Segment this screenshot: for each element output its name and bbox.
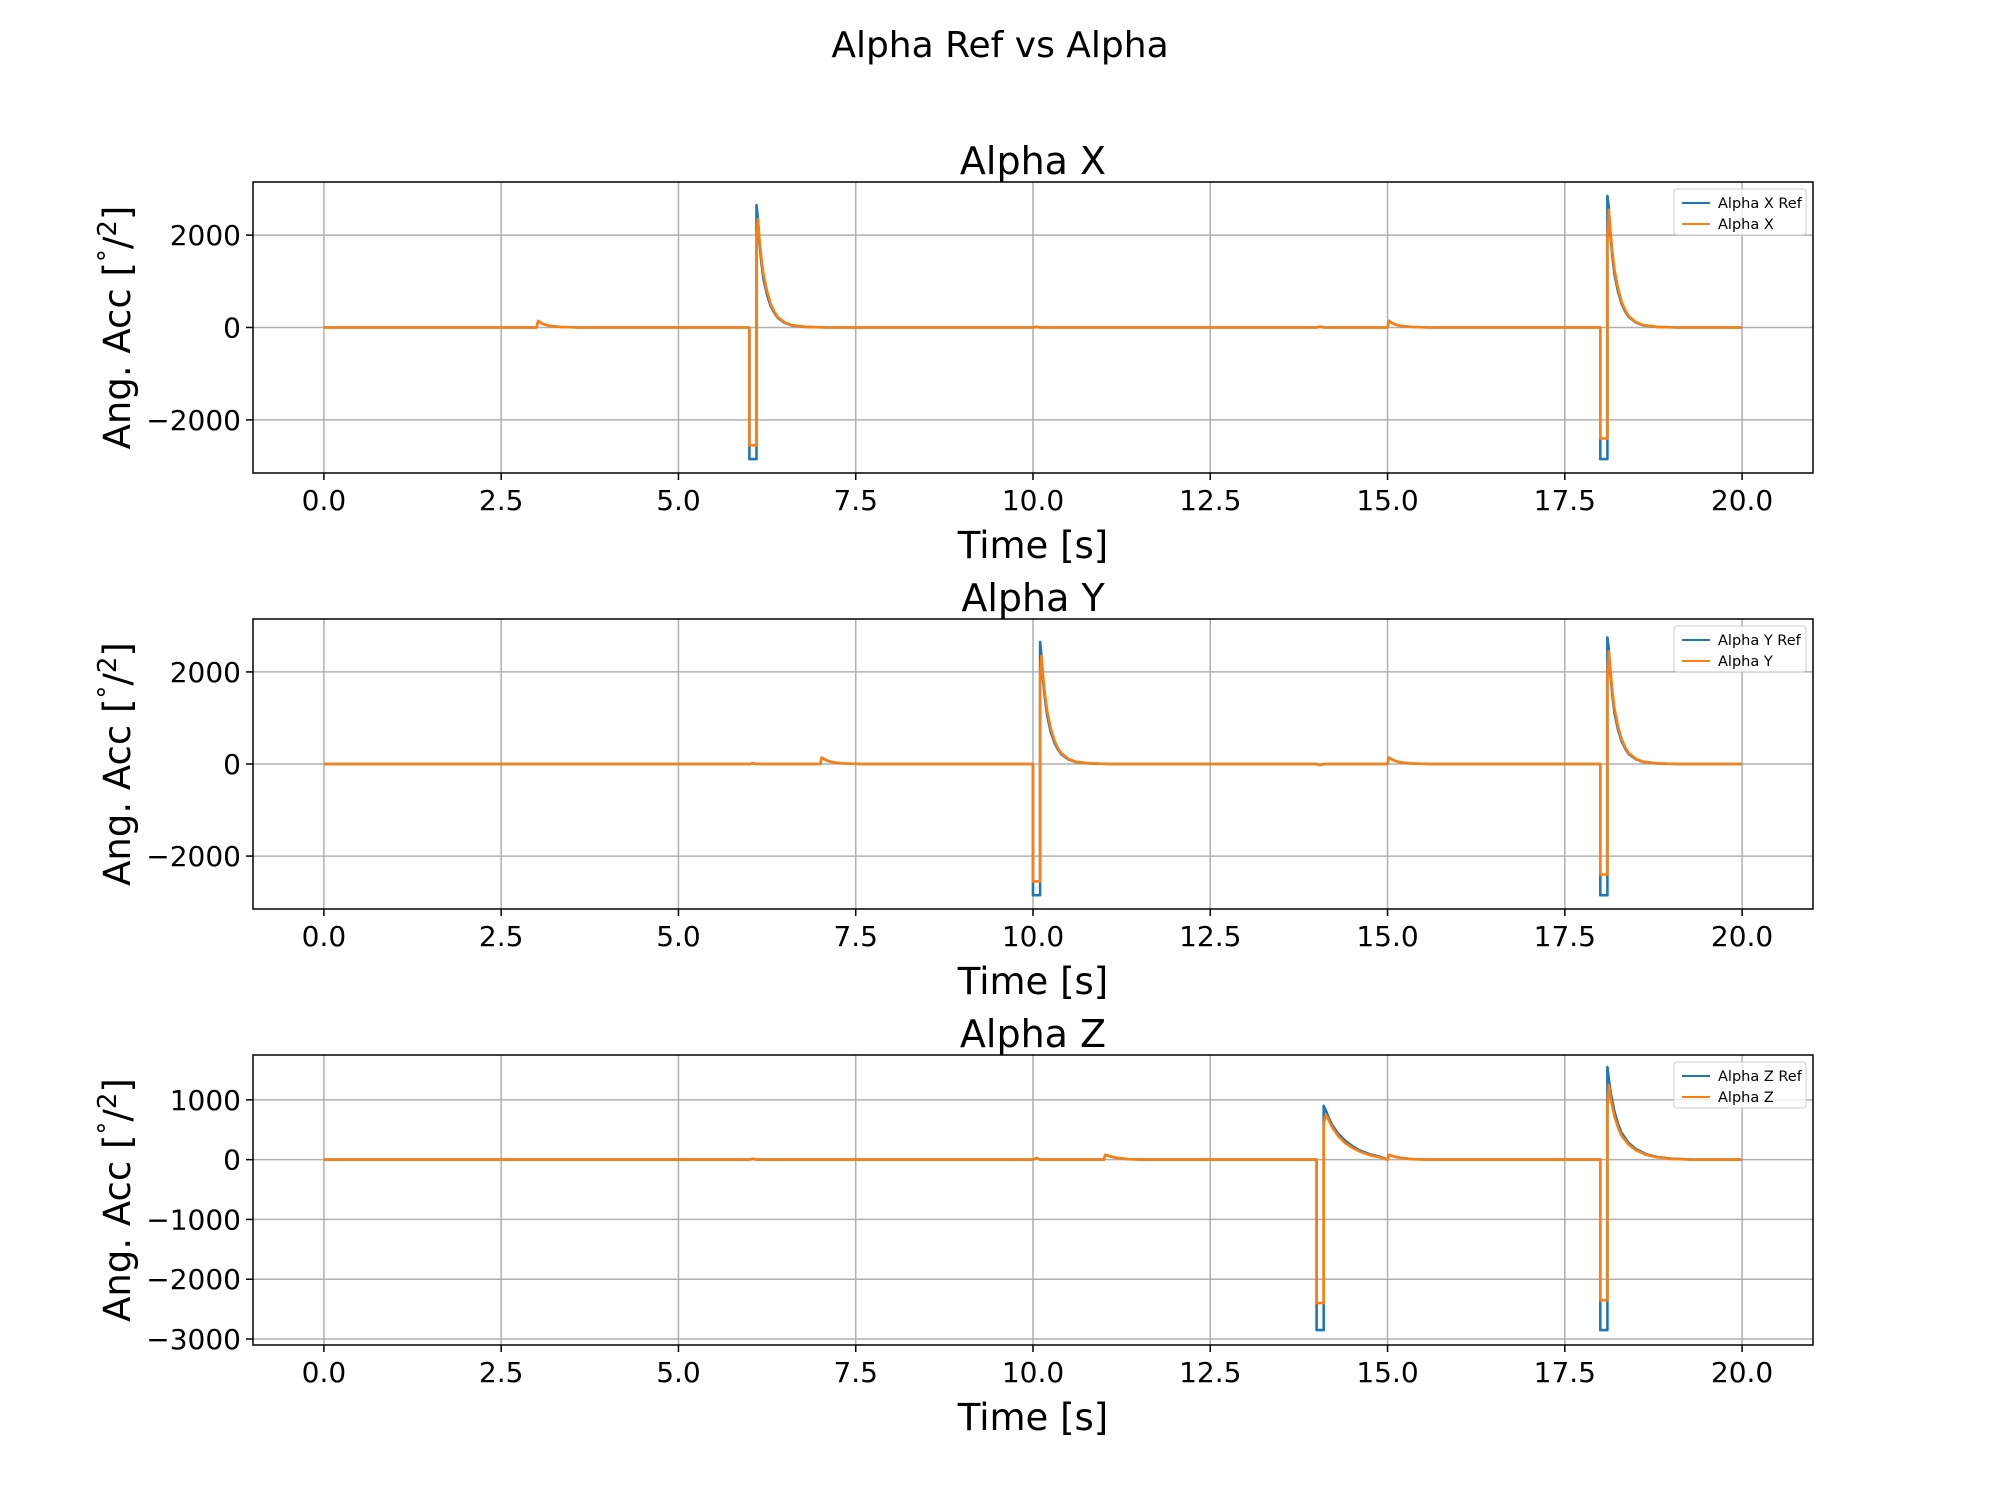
legend: Alpha Y Ref Alpha Y: [1673, 625, 1807, 673]
y-tick-label: −2000: [146, 1263, 241, 1296]
y-tick-label: −2000: [146, 840, 241, 873]
x-tick-label: 2.5: [479, 484, 524, 517]
x-tick-label: 17.5: [1534, 1356, 1596, 1389]
x-tick-label: 5.0: [656, 484, 701, 517]
legend-label-alpha-z: Alpha Z: [1718, 1090, 1774, 1106]
y-tick-label: −1000: [146, 1203, 241, 1236]
legend-label-alpha-y-ref: Alpha Y Ref: [1718, 633, 1802, 649]
x-tick-label: 15.0: [1356, 1356, 1418, 1389]
x-tick-label: 20.0: [1711, 484, 1773, 517]
subplot-title: Alpha X: [960, 139, 1106, 183]
legend-label-alpha-y: Alpha Y: [1718, 654, 1773, 670]
figure-suptitle: Alpha Ref vs Alpha: [831, 25, 1168, 66]
y-tick-label: 0: [223, 1144, 241, 1177]
x-tick-label: 7.5: [833, 920, 878, 953]
subplot-title: Alpha Z: [960, 1012, 1106, 1056]
y-tick-label: −2000: [146, 404, 241, 437]
y-tick-label: 0: [223, 748, 241, 781]
x-tick-label: 12.5: [1179, 1356, 1241, 1389]
x-tick-label: 17.5: [1534, 484, 1596, 517]
x-tick-label: 0.0: [302, 920, 347, 953]
series-line-alpha-z: [323, 1083, 1743, 1305]
legend-label-alpha-x: Alpha X: [1718, 217, 1774, 233]
y-axis-label: Ang. Acc [°/2]: [93, 1078, 139, 1322]
legend-label-alpha-x-ref: Alpha X Ref: [1718, 196, 1803, 212]
subplot-alpha-x: 0.0 2.5 5.0 7.5 10.0 12.5 15.0 17.5 20.0 2000 0 −20…: [93, 139, 1814, 567]
x-tick-label: 15.0: [1356, 484, 1418, 517]
x-tick-label: 5.0: [656, 1356, 701, 1389]
y-tick-label: 0: [223, 312, 241, 345]
x-tick-label: 10.0: [1002, 484, 1064, 517]
y-axis-label: Ang. Acc [°/2]: [93, 642, 139, 886]
x-tick-label: 2.5: [479, 920, 524, 953]
x-tick-label: 0.0: [302, 1356, 347, 1389]
y-tick-label: 2000: [170, 656, 241, 689]
x-tick-label: 2.5: [479, 1356, 524, 1389]
x-tick-label: 10.0: [1002, 1356, 1064, 1389]
series-line-alpha-y: [323, 649, 1743, 883]
x-tick-label: 17.5: [1534, 920, 1596, 953]
x-tick-label: 5.0: [656, 920, 701, 953]
x-tick-label: 12.5: [1179, 920, 1241, 953]
subplot-title: Alpha Y: [961, 576, 1105, 620]
x-tick-label: 7.5: [833, 1356, 878, 1389]
x-tick-label: 20.0: [1711, 920, 1773, 953]
series-line-alpha-x: [323, 208, 1743, 447]
x-tick-label: 20.0: [1711, 1356, 1773, 1389]
y-axis-label: Ang. Acc [°/2]: [93, 206, 139, 450]
y-tick-label: −3000: [146, 1323, 241, 1356]
legend: Alpha Z Ref Alpha Z: [1673, 1061, 1807, 1109]
subplot-alpha-y: 0.0 2.5 5.0 7.5 10.0 12.5 15.0 17.5 20.0 2000 0 −20…: [93, 576, 1814, 1003]
x-tick-label: 10.0: [1002, 920, 1064, 953]
y-tick-label: 1000: [170, 1084, 241, 1117]
subplot-alpha-z: 0.0 2.5 5.0 7.5 10.0 12.5 15.0 17.5 20.0 1000 0 −10…: [93, 1012, 1814, 1439]
subplots: 0.0 2.5 5.0 7.5 10.0 12.5 15.0 17.5 20.0 2000 0 −20…: [93, 139, 1814, 1439]
x-tick-label: 0.0: [302, 484, 347, 517]
legend: Alpha X Ref Alpha X: [1673, 188, 1807, 236]
legend-label-alpha-z-ref: Alpha Z Ref: [1718, 1069, 1803, 1085]
x-tick-label: 15.0: [1356, 920, 1418, 953]
x-axis-label: Time [s]: [957, 1396, 1108, 1439]
x-axis-label: Time [s]: [957, 524, 1108, 567]
x-axis-label: Time [s]: [957, 960, 1108, 1003]
y-tick-label: 2000: [170, 219, 241, 252]
x-tick-label: 12.5: [1179, 484, 1241, 517]
x-tick-label: 7.5: [833, 484, 878, 517]
